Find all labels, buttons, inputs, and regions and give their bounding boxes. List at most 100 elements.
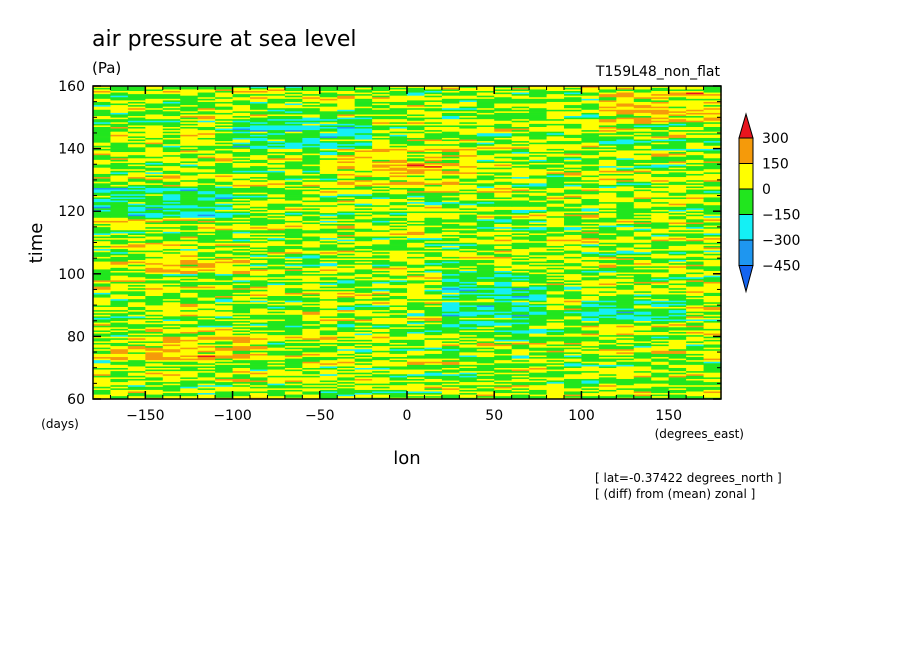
heatmap-cell	[93, 359, 112, 362]
heatmap-cell	[564, 308, 583, 311]
heatmap-cell	[546, 197, 565, 199]
heatmap-cell	[581, 275, 600, 278]
heatmap-cell	[215, 333, 234, 336]
heatmap-cell	[250, 348, 269, 351]
heatmap-cell	[686, 341, 705, 343]
heatmap-cell	[162, 181, 181, 184]
heatmap-cell	[633, 228, 652, 231]
heatmap-cell	[267, 200, 286, 203]
heatmap-cell	[110, 292, 129, 295]
heatmap-cell	[319, 295, 338, 298]
heatmap-cell	[441, 181, 460, 184]
heatmap-cell	[564, 215, 583, 218]
heatmap-cell	[424, 363, 443, 365]
heatmap-cell	[162, 291, 181, 293]
heatmap-cell	[546, 363, 565, 365]
heatmap-cell	[372, 395, 391, 398]
heatmap-cell	[598, 220, 617, 223]
heatmap-cell	[581, 251, 600, 254]
heatmap-cell	[529, 341, 548, 343]
heatmap-cell	[459, 284, 478, 287]
heatmap-cell	[441, 244, 460, 246]
heatmap-cell	[494, 300, 513, 303]
heatmap-cell	[564, 345, 583, 348]
heatmap-cell	[250, 219, 269, 221]
heatmap-cell	[180, 336, 199, 339]
heatmap-cell	[145, 204, 164, 207]
heatmap-cell	[598, 203, 617, 206]
heatmap-cell	[93, 286, 112, 289]
heatmap-cell	[494, 384, 513, 387]
heatmap-cell	[337, 303, 356, 306]
heatmap-cell	[651, 204, 670, 207]
heatmap-cell	[598, 251, 617, 254]
heatmap-cell	[441, 323, 460, 326]
heatmap-cell	[407, 278, 426, 281]
heatmap-cell	[110, 283, 129, 286]
heatmap-cell	[564, 294, 583, 296]
heatmap-cell	[598, 344, 617, 347]
heatmap-cell	[598, 375, 617, 378]
heatmap-cell	[511, 201, 530, 204]
heatmap-cell	[441, 301, 460, 304]
heatmap-cell	[546, 186, 565, 189]
heatmap-cell	[232, 189, 251, 192]
heatmap-cell	[476, 319, 495, 322]
heatmap-cell	[372, 369, 391, 372]
heatmap-cell	[424, 206, 443, 209]
heatmap-cell	[354, 306, 373, 309]
heatmap-cell	[651, 206, 670, 209]
heatmap-cell	[703, 231, 722, 234]
heatmap-cell	[546, 323, 565, 326]
heatmap-cell	[529, 289, 548, 292]
heatmap-cell	[127, 229, 146, 232]
heatmap-cell	[633, 275, 652, 278]
heatmap-cell	[232, 347, 251, 350]
heatmap-cell	[127, 363, 146, 365]
heatmap-cell	[616, 323, 635, 326]
heatmap-cell	[389, 212, 408, 215]
heatmap-cell	[564, 275, 583, 278]
heatmap-cell	[180, 276, 199, 279]
heatmap-cell	[389, 272, 408, 275]
heatmap-cell	[197, 303, 216, 306]
heatmap-cell	[337, 236, 356, 239]
heatmap-cell	[337, 190, 356, 193]
heatmap-cell	[424, 215, 443, 218]
heatmap-cell	[651, 190, 670, 193]
heatmap-cell	[93, 347, 112, 350]
heatmap-cell	[372, 301, 391, 304]
heatmap-cell	[337, 283, 356, 286]
heatmap-cell	[546, 325, 565, 328]
heatmap-cell	[424, 284, 443, 287]
heatmap-cell	[459, 327, 478, 329]
heatmap-cell	[267, 247, 286, 250]
heatmap-cell	[511, 311, 530, 314]
heatmap-cell	[651, 212, 670, 215]
heatmap-cell	[267, 364, 286, 367]
heatmap-cell	[529, 305, 548, 307]
heatmap-cell	[267, 328, 286, 331]
heatmap-cell	[441, 358, 460, 361]
heatmap-cell	[598, 206, 617, 209]
heatmap-cell	[145, 281, 164, 284]
heatmap-cell	[598, 239, 617, 242]
heatmap-cell	[494, 312, 513, 315]
heatmap-cell	[494, 339, 513, 342]
heatmap-cell	[476, 392, 495, 395]
heatmap-cell	[633, 383, 652, 386]
heatmap-cell	[284, 272, 303, 275]
heatmap-cell	[162, 381, 181, 384]
heatmap-cell	[319, 200, 338, 203]
heatmap-cell	[598, 248, 617, 251]
heatmap-cell	[145, 336, 164, 339]
heatmap-cell	[197, 394, 216, 397]
heatmap-cell	[703, 353, 722, 356]
heatmap-cell	[494, 308, 513, 311]
heatmap-cell	[127, 292, 146, 295]
heatmap-cell	[546, 261, 565, 264]
heatmap-cell	[302, 226, 321, 229]
heatmap-cell	[232, 215, 251, 218]
heatmap-cell	[651, 355, 670, 358]
heatmap-cell	[703, 312, 722, 315]
